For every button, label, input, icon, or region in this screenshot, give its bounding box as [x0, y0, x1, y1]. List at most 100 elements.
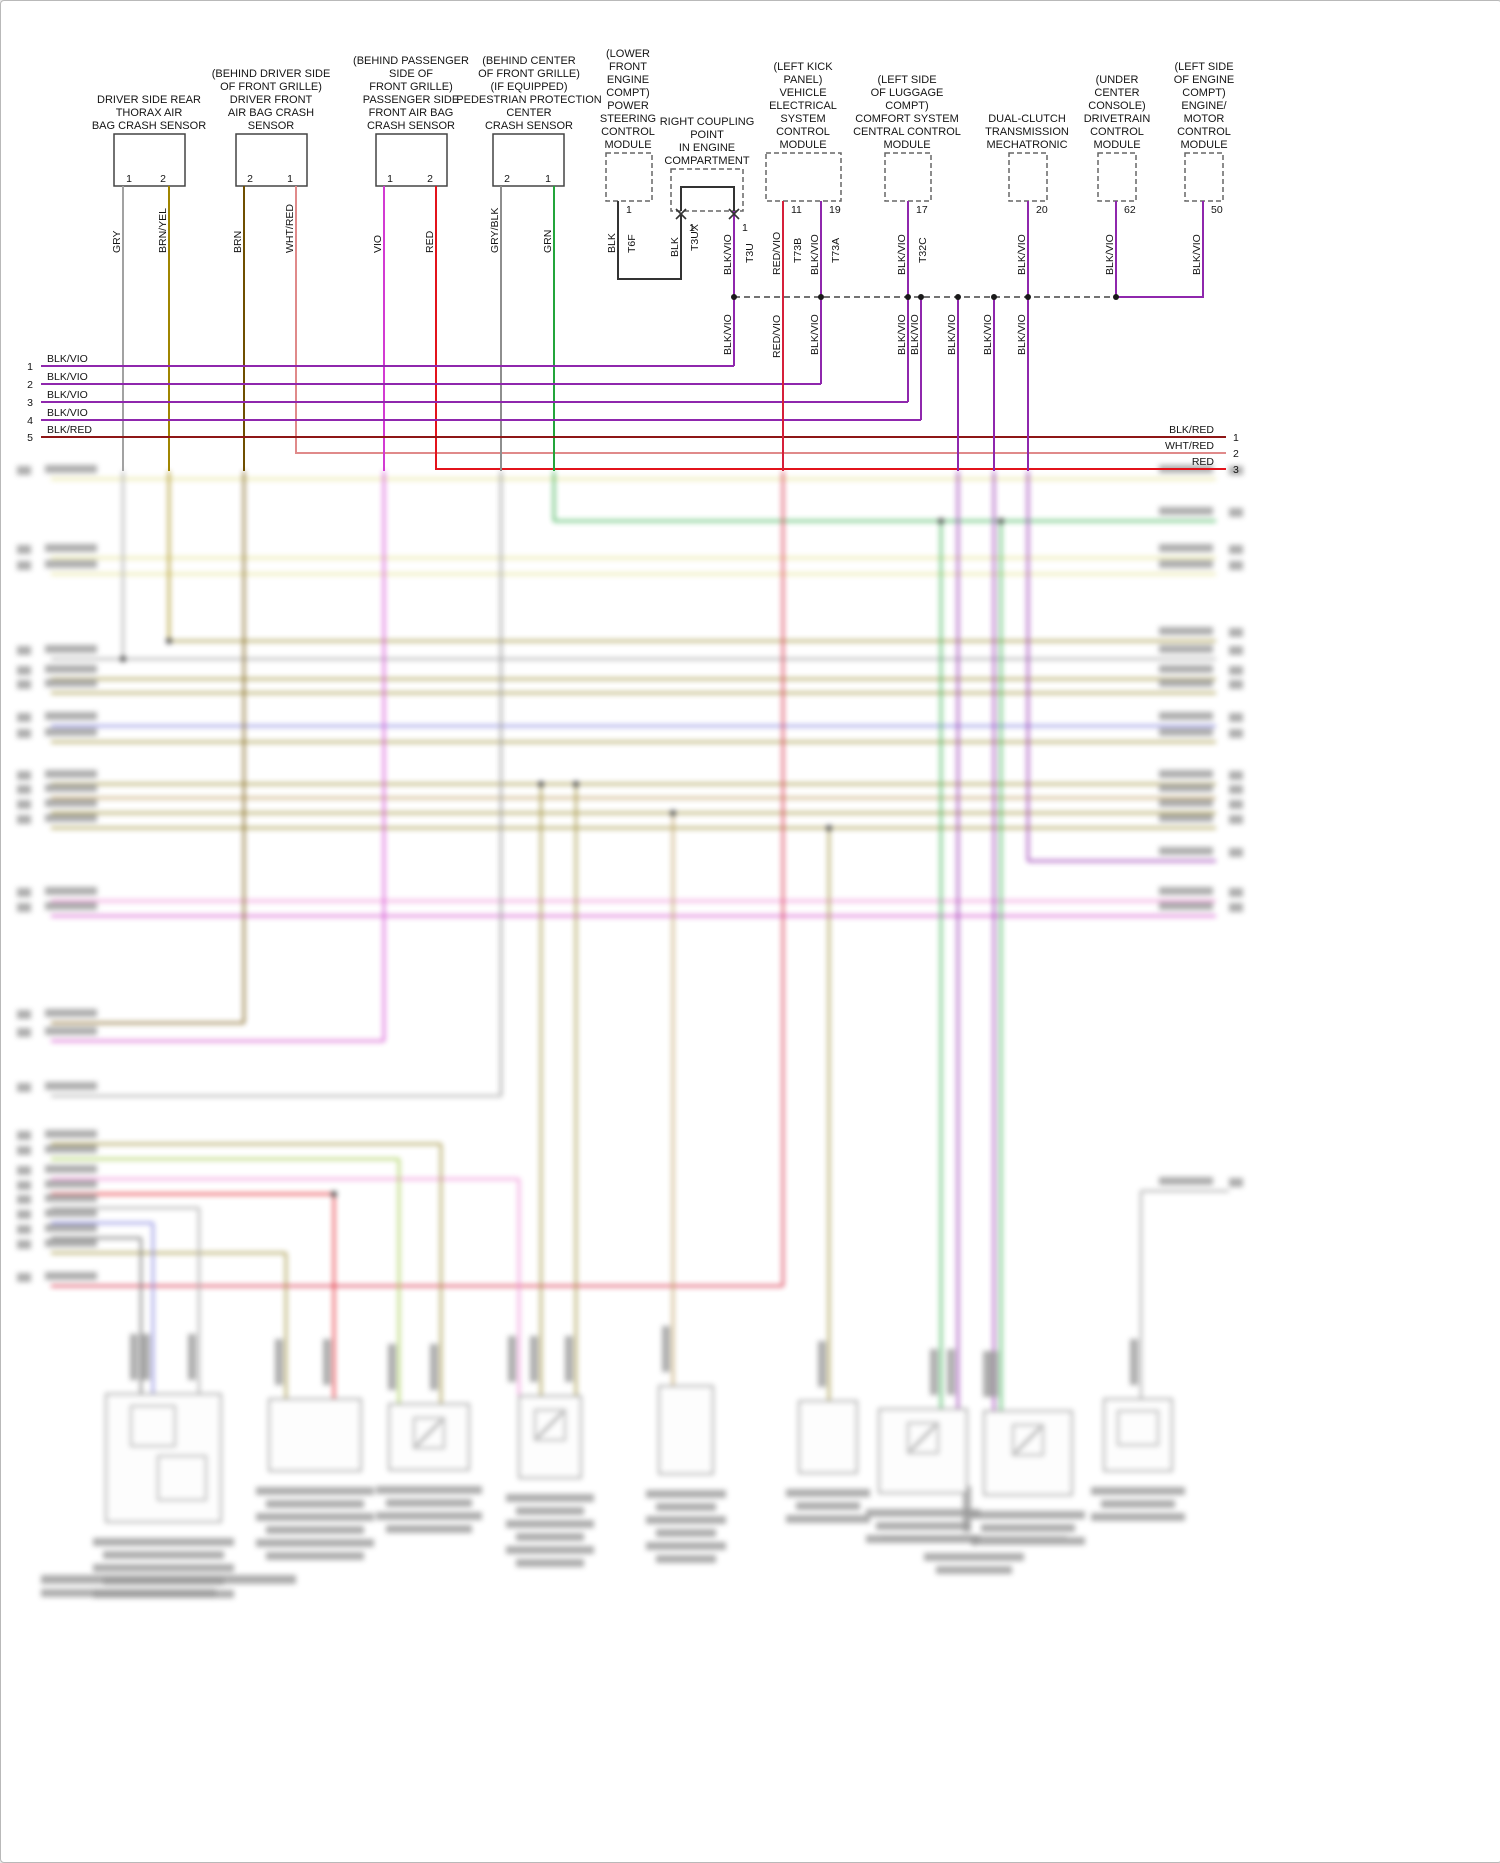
blurred-text — [17, 545, 31, 554]
blurred-text — [1229, 713, 1243, 722]
blurred-text — [971, 1511, 1085, 1519]
blurred-text — [1229, 666, 1243, 675]
wire-color-label: BLK/VIO — [946, 314, 958, 355]
passenger-side-front-air-bag-crash-sensor-label: (BEHIND PASSENGER — [353, 55, 469, 67]
blurred-text — [508, 1336, 516, 1382]
engine-motor-control-module-label: (LEFT SIDE — [1174, 61, 1233, 73]
blurred-text — [17, 1166, 31, 1175]
wire-red — [435, 186, 1226, 470]
wire-color-label: T6F — [626, 234, 638, 253]
blurred-text — [646, 1542, 726, 1550]
splice-dot — [731, 294, 737, 300]
pin-or-wire-label: 4 — [27, 415, 33, 427]
pin-or-wire-label: 1 — [387, 173, 393, 185]
blurred-text — [971, 1537, 1085, 1545]
blurred-text — [990, 1351, 998, 1397]
wire-wht_red — [295, 186, 1226, 454]
drivetrain-control-module-box — [1097, 152, 1137, 202]
blurred-text — [45, 770, 97, 778]
blurred-text — [188, 1334, 196, 1380]
right-coupling-point-label: RIGHT COUPLING — [660, 116, 755, 128]
right-coupling-point-label: COMPARTMENT — [664, 155, 749, 167]
blurred-text — [45, 728, 97, 736]
blurred-splice-dot — [998, 518, 1004, 524]
blurred-text — [1159, 770, 1213, 778]
vehicle-electrical-system-control-module-label: CONTROL — [776, 126, 830, 138]
power-steering-control-module-label: CONTROL — [601, 126, 655, 138]
right-coupling-point-label: POINT — [690, 129, 724, 141]
blurred-text — [1159, 1177, 1213, 1185]
vehicle-electrical-system-control-module-label: ELECTRICAL — [769, 100, 837, 112]
blurred-text — [1229, 545, 1243, 554]
pedestrian-protection-center-crash-sensor-box — [492, 133, 565, 187]
blurred-text — [1159, 665, 1213, 673]
passenger-side-front-air-bag-crash-sensor-label: SIDE OF — [389, 68, 433, 80]
drivetrain-control-module-label: MODULE — [1093, 139, 1140, 151]
blurred-text — [45, 645, 97, 653]
blurred-text — [1229, 508, 1243, 517]
blurred-text — [786, 1515, 870, 1523]
blurred-text — [930, 1349, 938, 1395]
power-steering-control-module-label: POWER — [607, 100, 649, 112]
blurred-text — [256, 1487, 374, 1495]
pin-or-wire-label: 1 — [545, 173, 551, 185]
blurred-text — [45, 1272, 97, 1280]
blurred-text — [17, 713, 31, 722]
blurred-text — [786, 1489, 870, 1497]
blurred-text — [924, 1553, 1024, 1561]
blurred-text — [656, 1529, 716, 1537]
blurred-text — [45, 665, 97, 673]
power-steering-control-module-label: ENGINE — [607, 74, 649, 86]
blurred-component-box — [388, 1403, 470, 1471]
driver-front-air-bag-crash-sensor-label: SENSOR — [248, 120, 295, 132]
power-steering-control-module-label: MODULE — [604, 139, 651, 151]
pin-or-wire-label: 2 — [427, 173, 433, 185]
blurred-text — [1229, 815, 1243, 824]
pin-or-wire-label: 17 — [916, 204, 928, 216]
blurred-component-box — [268, 1398, 362, 1472]
blurred-text — [1159, 887, 1213, 895]
passenger-side-front-air-bag-crash-sensor-box — [375, 133, 448, 187]
drivetrain-control-module-label: (UNDER — [1096, 74, 1139, 86]
blurred-text — [130, 1334, 138, 1380]
blurred-text — [646, 1516, 726, 1524]
wire-blk_vio — [1116, 201, 1204, 298]
blurred-text — [516, 1559, 584, 1567]
blurred-text — [17, 1210, 31, 1219]
blurred-text — [646, 1490, 726, 1498]
right-coupling-point-label: IN ENGINE — [679, 142, 735, 154]
wire-color-label: RED/VIO — [771, 232, 783, 275]
blurred-text — [45, 1180, 97, 1188]
pin-or-wire-label: BLK/RED — [47, 424, 92, 436]
blurred-component-box — [105, 1393, 222, 1523]
blurred-text — [530, 1336, 538, 1382]
blurred-text — [45, 887, 97, 895]
wire-color-label: BLK/VIO — [722, 314, 734, 355]
engine-motor-control-module-label: MOTOR — [1184, 113, 1225, 125]
pedestrian-protection-center-crash-sensor-label: (BEHIND CENTER — [482, 55, 576, 67]
wire-color-label: BLK/VIO — [1104, 234, 1116, 275]
pin-or-wire-label: 1 — [689, 222, 695, 234]
blurred-text — [516, 1533, 584, 1541]
blurred-text — [1229, 888, 1243, 897]
dual-clutch-transmission-mechatronic-label: TRANSMISSION — [985, 126, 1069, 138]
pin-or-wire-label: RED — [1192, 456, 1215, 468]
wire-color-label: BLK/VIO — [896, 234, 908, 275]
blurred-text — [983, 1351, 991, 1397]
blurred-text — [17, 561, 31, 570]
blurred-text — [17, 729, 31, 738]
blurred-text — [17, 1181, 31, 1190]
driver-front-air-bag-crash-sensor-label: (BEHIND DRIVER SIDE — [212, 68, 331, 80]
pin-or-wire-label: 62 — [1124, 204, 1136, 216]
pin-or-wire-label: 2 — [1233, 448, 1239, 460]
blurred-text — [1159, 507, 1213, 515]
blurred-text — [1159, 814, 1213, 822]
blurred-text — [17, 646, 31, 655]
blurred-text — [1229, 466, 1243, 475]
blurred-splice-dot — [538, 781, 544, 787]
connector-x-icon — [675, 208, 687, 220]
engine-motor-control-module-label: OF ENGINE — [1174, 74, 1235, 86]
pin-or-wire-label: 3 — [27, 397, 33, 409]
vehicle-electrical-system-control-module-label: VEHICLE — [779, 87, 826, 99]
